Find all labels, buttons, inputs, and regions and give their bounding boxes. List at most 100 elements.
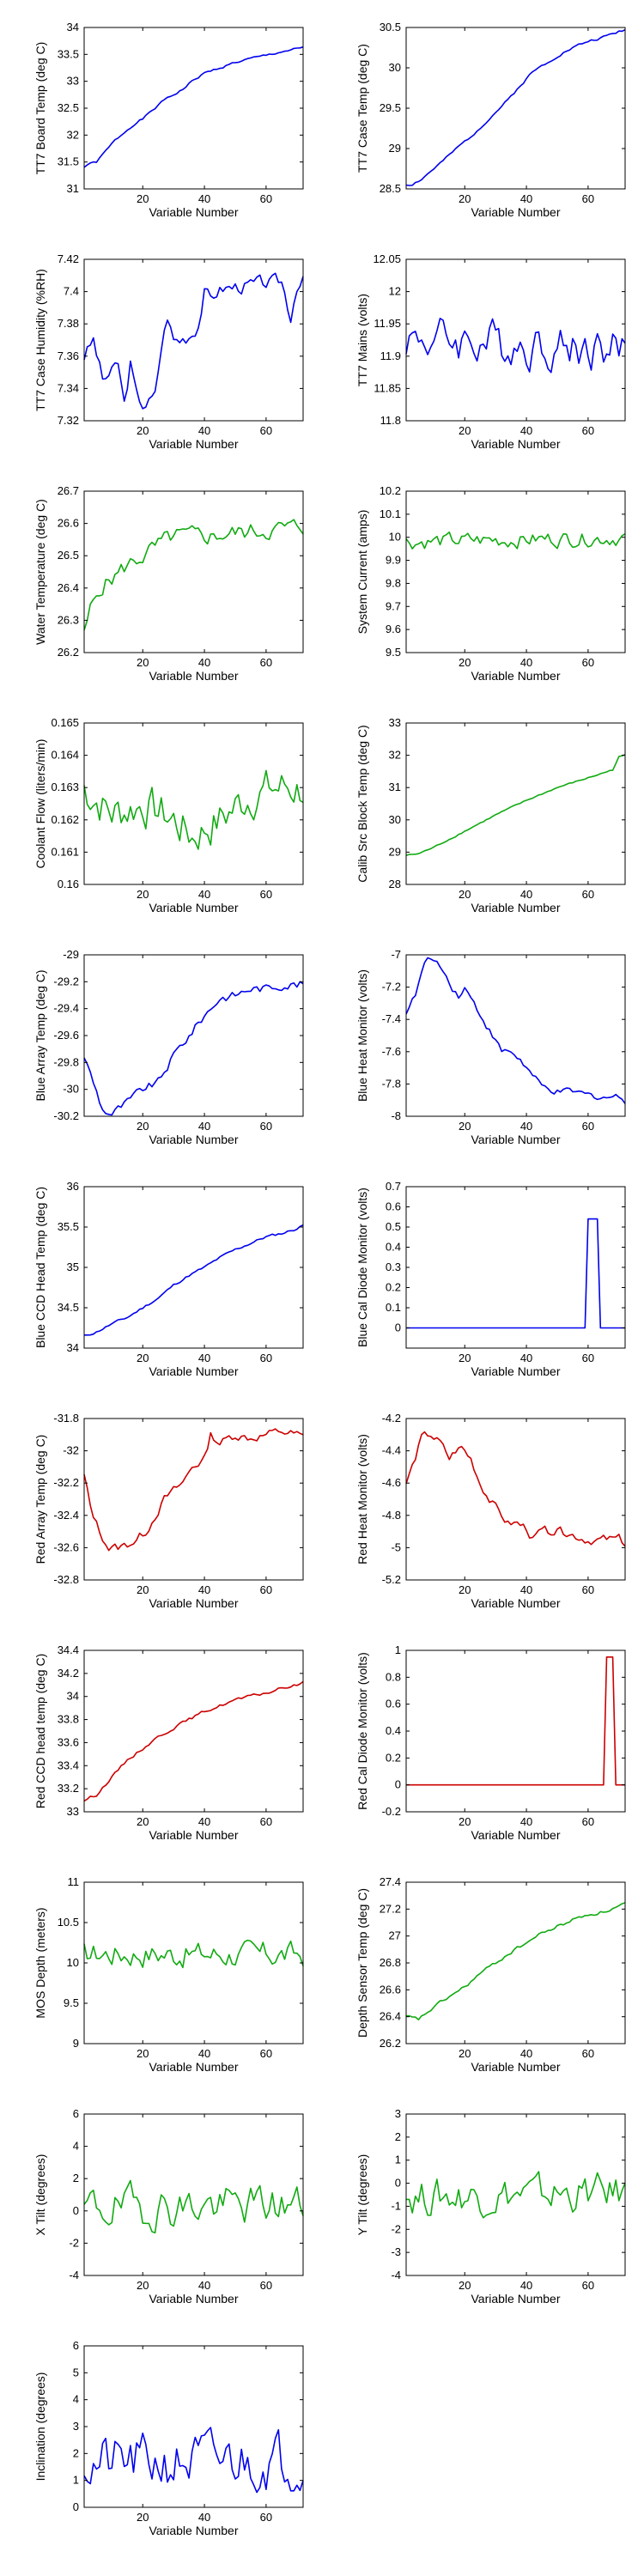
y-tick-label: 29 xyxy=(389,845,401,858)
x-tick-label: 60 xyxy=(260,192,272,205)
chart-svg-red-array-temp: 20 40 60 -32.8 -32.6 -32.4 -32.2 -32 -31.8 Variab… xyxy=(33,1412,304,1610)
y-tick-label: 7.32 xyxy=(58,414,79,427)
chart-panel-blue-heat-monitor: 20 40 60 -8 -7.8 -7.6 -7.4 -7.2 -7 Variable Numbe… xyxy=(322,927,644,1159)
y-tick-label: -4 xyxy=(69,2269,79,2281)
chart-svg-water-temperature: 20 40 60 26.2 26.3 26.4 26.5 26.6 26.7 Variable N… xyxy=(33,484,304,683)
y-tick-label: -7.8 xyxy=(382,1077,401,1090)
x-tick-label: 20 xyxy=(459,2047,471,2060)
series-line-blue-cal-diode-monitor xyxy=(406,1218,625,1329)
x-axis-label: Variable Number xyxy=(471,1364,560,1378)
y-tick-label: 0.1 xyxy=(386,1301,401,1314)
series-line-water-temperature xyxy=(83,519,304,631)
series-line-tt7-mains xyxy=(405,318,626,374)
x-tick-label: 60 xyxy=(582,1120,594,1133)
x-tick-label: 40 xyxy=(520,1120,532,1133)
x-axis-label: Variable Number xyxy=(471,2292,560,2306)
y-tick-label: 34 xyxy=(67,21,79,33)
y-tick-label: -8 xyxy=(391,1109,401,1122)
x-tick-label: 20 xyxy=(459,1120,471,1133)
x-tick-label: 60 xyxy=(582,192,594,205)
y-tick-label: -7 xyxy=(391,948,401,961)
y-tick-label: 33.5 xyxy=(58,47,79,60)
y-tick-label: -5.2 xyxy=(382,1573,401,1586)
x-axis-label: Variable Number xyxy=(149,901,238,914)
x-axis-label: Variable Number xyxy=(149,2060,238,2074)
y-tick-label: -32 xyxy=(63,1444,79,1457)
y-tick-label: 0.4 xyxy=(386,1724,401,1737)
y-tick-label: 12.05 xyxy=(373,252,401,265)
x-tick-label: 60 xyxy=(260,1120,272,1133)
x-tick-label: 40 xyxy=(198,1352,210,1364)
x-tick-label: 20 xyxy=(137,2279,149,2292)
y-tick-label: -32.6 xyxy=(53,1540,79,1553)
y-tick-label: 26.4 xyxy=(380,2010,401,2023)
y-tick-label: 4 xyxy=(73,2140,79,2153)
plot-frame xyxy=(83,27,304,190)
plot-frame xyxy=(83,2113,304,2276)
series-line-depth-sensor-temp xyxy=(405,1902,626,2020)
y-tick-label: 0 xyxy=(73,2204,79,2217)
chart-panel-tt7-case-temp: 20 40 60 28.5 29 29.5 30 30.5 Variable Number TT7… xyxy=(322,0,644,232)
y-tick-label: 27.2 xyxy=(380,1902,401,1915)
y-tick-label: 32 xyxy=(67,128,79,141)
x-tick-label: 60 xyxy=(260,888,272,901)
x-tick-label: 20 xyxy=(137,888,149,901)
x-axis-label: Variable Number xyxy=(471,2060,560,2074)
y-tick-label: 11 xyxy=(68,1875,80,1888)
x-axis-label: Variable Number xyxy=(471,437,560,451)
y-tick-label: -4.8 xyxy=(382,1509,401,1522)
x-tick-label: 60 xyxy=(260,2511,272,2524)
y-axis-label: Depth Sensor Temp (deg C) xyxy=(355,1888,369,2038)
y-tick-label: 26.3 xyxy=(58,613,79,626)
x-tick-label: 20 xyxy=(137,2047,149,2060)
series-line-blue-ccd-head-temp xyxy=(84,1224,304,1336)
y-tick-label: 9.9 xyxy=(386,554,401,567)
plot-frame xyxy=(83,1186,304,1349)
x-tick-label: 20 xyxy=(137,1815,149,1828)
x-axis-label: Variable Number xyxy=(149,1596,238,1610)
y-tick-label: 29.5 xyxy=(380,101,401,114)
y-tick-label: 0.165 xyxy=(51,716,79,729)
y-tick-label: 33.4 xyxy=(58,1759,79,1771)
y-tick-label: 1 xyxy=(395,1643,401,1656)
x-tick-label: 40 xyxy=(198,2279,210,2292)
y-tick-label: 0.6 xyxy=(386,1698,401,1710)
y-tick-label: 1 xyxy=(395,2154,401,2166)
x-tick-label: 20 xyxy=(459,656,471,669)
x-tick-label: 60 xyxy=(260,1815,272,1828)
y-tick-label: -7.2 xyxy=(382,981,401,993)
series-line-red-array-temp xyxy=(83,1428,304,1552)
y-tick-label: 34 xyxy=(67,1690,79,1703)
y-tick-label: 26.6 xyxy=(58,517,79,530)
chart-panel-blue-array-temp: 20 40 60 -30.2 -30 -29.8 -29.6 -29.4 -29.2 -29 Var… xyxy=(0,927,322,1159)
y-tick-label: 31 xyxy=(389,781,401,793)
y-axis-label: Water Temperature (deg C) xyxy=(33,499,47,645)
y-axis-label: TT7 Mains (volts) xyxy=(355,294,369,386)
x-tick-label: 20 xyxy=(459,192,471,205)
x-tick-label: 40 xyxy=(198,424,210,437)
x-tick-label: 20 xyxy=(459,1352,471,1364)
y-tick-label: 30.5 xyxy=(380,21,401,33)
series-line-red-cal-diode-monitor xyxy=(406,1656,625,1786)
y-tick-label: 11.8 xyxy=(380,414,401,427)
plot-frame xyxy=(405,2113,626,2276)
plot-frame xyxy=(83,1418,304,1581)
chart-svg-system-current: 20 40 60 9.5 9.6 9.7 9.8 9.9 10 10.1 10.2 Variable … xyxy=(355,484,626,683)
y-tick-label: -2 xyxy=(391,2222,401,2235)
chart-svg-blue-heat-monitor: 20 40 60 -8 -7.8 -7.6 -7.4 -7.2 -7 Variable Numbe… xyxy=(355,948,626,1146)
chart-panel-system-current: 20 40 60 9.5 9.6 9.7 9.8 9.9 10 10.1 10.2 Variable … xyxy=(322,464,644,696)
y-tick-label: 27 xyxy=(389,1929,401,1942)
y-tick-label: 0.164 xyxy=(51,749,79,762)
y-tick-label: 26.4 xyxy=(58,581,79,594)
x-tick-label: 60 xyxy=(582,888,594,901)
x-tick-label: 40 xyxy=(198,1120,210,1133)
x-axis-label: Variable Number xyxy=(149,1133,238,1146)
y-tick-label: 10.2 xyxy=(380,484,401,497)
series-line-tt7-board-temp xyxy=(83,46,304,168)
y-tick-label: 7.36 xyxy=(58,349,79,362)
y-tick-label: 9.7 xyxy=(386,599,401,612)
x-tick-label: 20 xyxy=(137,1583,149,1596)
x-tick-label: 60 xyxy=(582,424,594,437)
x-tick-label: 60 xyxy=(260,1583,272,1596)
y-tick-label: -29.8 xyxy=(53,1055,79,1068)
